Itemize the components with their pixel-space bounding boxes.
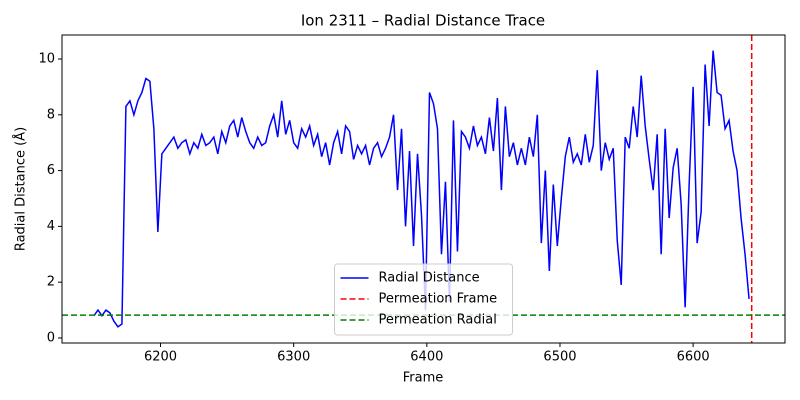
x-tick-label: 6200: [144, 350, 177, 365]
legend-label: Radial Distance: [379, 271, 480, 286]
y-tick-label: 2: [47, 275, 55, 290]
plot-frame: [61, 34, 786, 344]
legend-label: Permeation Radial: [379, 313, 497, 328]
legend-label: Permeation Frame: [379, 292, 498, 307]
x-tick-label: 6300: [277, 350, 310, 365]
y-axis-label: Radial Distance (Å): [13, 127, 29, 251]
y-tick-label: 6: [47, 163, 55, 178]
y-tick-label: 4: [47, 219, 55, 234]
y-tick-label: 8: [47, 107, 55, 122]
legend-box: [334, 263, 513, 336]
legend: Radial Distance Permeation Frame Permeatio…: [334, 263, 513, 336]
y-tick-label: 10: [38, 51, 55, 66]
x-tick-label: 6500: [543, 350, 576, 365]
x-axis-label: Frame: [403, 371, 444, 386]
y-tick-label: 0: [47, 330, 55, 345]
data-line: [93, 50, 750, 328]
x-tick-label: 6600: [677, 350, 710, 365]
chart-title: Ion 2311 – Radial Distance Trace: [301, 12, 545, 30]
x-tick-label: 6400: [410, 350, 443, 365]
